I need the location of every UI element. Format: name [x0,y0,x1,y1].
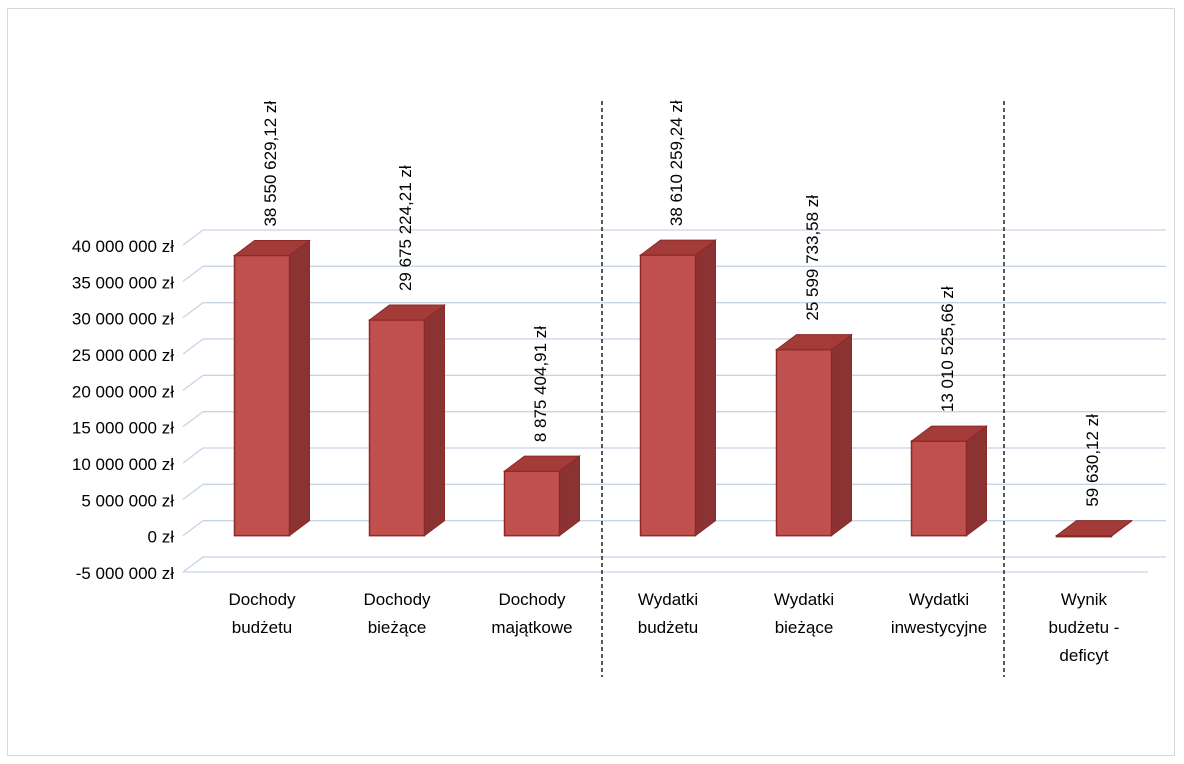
gridline-depth [182,229,204,246]
bar-front [639,254,697,537]
chart-frame: 40 000 000 zł 35 000 000 zł 30 000 000 zł 2… [7,8,1175,756]
bar-top [503,455,581,472]
bar [775,333,853,537]
y-tick-label: 25 000 000 zł [72,346,174,365]
gridline-depth [182,483,204,500]
bar-front [503,470,561,537]
bar-top [639,239,717,256]
bars [233,239,1133,538]
gridline-depth [182,556,204,573]
y-tick-label: 0 zł [148,528,175,547]
category-label: Dochody budżetu [228,590,296,637]
category-labels: Dochody budżetu Dochody bieżące Dochody mająt… [228,590,1119,665]
gridline-depth [182,338,204,355]
category-label: Wydatki bieżące [774,590,834,637]
y-tick-label: 20 000 000 zł [72,382,174,401]
category-label: Wynik budżetu -deficyt [1049,590,1120,665]
bar-front [368,319,426,537]
value-label: 13 010 525,66 zł [938,286,957,412]
bar-side [831,333,852,537]
category-label: Dochody majątkowe [491,590,572,637]
bar-top [910,425,988,442]
y-tick-label: -5 000 000 zł [76,564,175,583]
bar-top [775,334,853,351]
value-labels: 38 550 629,12 zł 29 675 224,21 zł 8 875 40… [261,100,1102,507]
y-tick-label: 35 000 000 zł [72,273,174,292]
y-tick-label: 30 000 000 zł [72,310,174,329]
bar [639,239,717,537]
value-label: 25 599 733,58 zł [803,195,822,321]
gridline-depth [182,265,204,282]
value-label: 8 875 404,91 zł [531,326,550,442]
bar-front [775,348,833,537]
bar-top [1055,520,1133,537]
y-tick-label: 40 000 000 zł [72,237,174,256]
gridline-depth [182,520,204,537]
category-label: Dochody bieżące [363,590,431,637]
bar-front [910,440,968,537]
bar-front [233,254,291,537]
value-label: 38 550 629,12 zł [261,101,280,227]
bar [503,455,581,537]
category-label: Wydatki budżetu [638,590,699,637]
bar-side [289,239,310,537]
gridline-depth [182,447,204,464]
gridline-depth [182,411,204,428]
bar-top [233,240,311,257]
bar-side [695,239,716,537]
value-label: 38 610 259,24 zł [667,100,686,226]
bar [368,304,446,537]
y-tick-label: 5 000 000 zł [81,491,174,510]
budget-bar-chart: 40 000 000 zł 35 000 000 zł 30 000 000 zł 2… [72,100,1166,677]
value-label: 59 630,12 zł [1083,414,1102,507]
bar-top [368,304,446,321]
category-label: Wydatki inwestycyjne [891,590,987,637]
bar [1055,519,1133,538]
group-separators [601,101,1005,677]
value-label: 29 675 224,21 zł [396,165,415,291]
gridline-depth [182,374,204,391]
y-axis-tick-labels: 40 000 000 zł 35 000 000 zł 30 000 000 zł 2… [72,237,174,583]
bar [910,425,988,537]
bar-side [424,304,445,537]
y-tick-label: 15 000 000 zł [72,419,174,438]
y-tick-label: 10 000 000 zł [72,455,174,474]
gridline-depth [182,302,204,319]
bar [233,239,311,537]
bar-side [966,425,987,537]
